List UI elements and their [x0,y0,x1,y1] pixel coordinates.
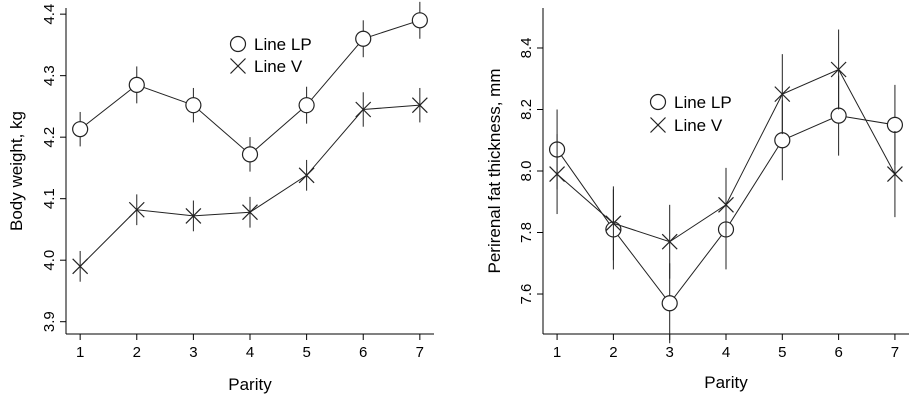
data-point [412,13,427,28]
y-tick-label: 8.4 [518,38,535,59]
data-point [299,98,314,113]
y-tick-label: 4.0 [41,250,58,271]
x-tick-label: 2 [133,344,141,361]
chart-panel-1: 1 2 3 4 5 6 7 3.9 4.0 4.1 4.2 4.3 4.4 Body weight, kg… [7,2,434,394]
data-point [887,117,902,132]
data-point [243,147,258,162]
legend: Line LP Line V [651,93,732,135]
legend-marker [651,95,666,110]
legend: Line LP Line V [231,35,312,76]
series-line-lp [73,2,428,172]
y-tick-label: 8.2 [518,99,535,120]
series-line-v [550,30,903,279]
y-axis-label: Perirenal fat thickness, mm [485,68,504,273]
series-line-v [73,88,428,282]
data-point [129,77,144,92]
x-axis-label: Parity [704,373,748,392]
data-point [73,122,88,137]
data-point [662,296,677,311]
data-point [775,133,790,148]
x-axis-label: Parity [228,375,272,394]
legend-label: Line V [674,116,723,135]
y-tick-label: 4.3 [41,65,58,86]
x-tick-label: 6 [834,344,842,361]
chart-panel-2: 1 2 3 4 5 6 7 7.6 7.8 8.0 8.2 8.4 Perirenal fat thic… [485,8,909,392]
y-tick-label: 4.1 [41,188,58,209]
data-point [831,108,846,123]
x-tick-label: 5 [302,344,310,361]
x-tick-label: 2 [609,344,617,361]
y-tick-label: 4.2 [41,127,58,148]
x-tick-label: 7 [891,344,899,361]
data-point [186,98,201,113]
data-point [356,31,371,46]
y-tick-label: 3.9 [41,311,58,332]
legend-marker [231,37,246,52]
x-tick-label: 4 [722,344,730,361]
y-tick-label: 7.6 [518,284,535,305]
legend-label: Line V [254,57,303,76]
series-line [80,105,420,266]
x-tick-label: 6 [359,344,367,361]
y-axis-label: Body weight, kg [7,111,26,231]
x-tick-label: 5 [778,344,786,361]
x-tick-label: 4 [246,344,254,361]
x-tick-label: 1 [76,344,84,361]
x-tick-label: 1 [553,344,561,361]
x-tick-label: 7 [416,344,424,361]
y-tick-label: 7.8 [518,222,535,243]
x-tick-label: 3 [189,344,197,361]
y-tick-label: 8.0 [518,161,535,182]
x-tick-label: 3 [666,344,674,361]
legend-label: Line LP [674,93,732,112]
legend-marker [651,118,666,133]
legend-marker [231,59,246,74]
y-tick-label: 4.4 [41,4,58,25]
legend-label: Line LP [254,35,312,54]
